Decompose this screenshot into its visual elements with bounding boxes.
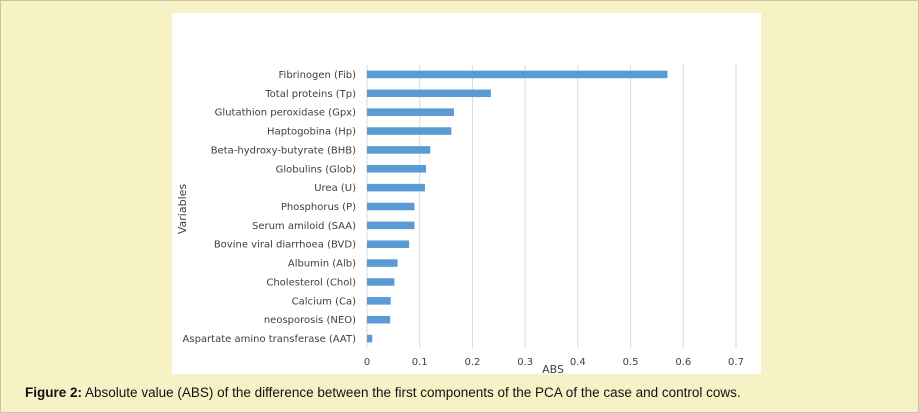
category-label: Bovine viral diarrhoea (BVD) <box>214 240 356 251</box>
bar <box>367 315 391 324</box>
bars <box>367 70 668 343</box>
figure-caption: Figure 2: Absolute value (ABS) of the di… <box>25 385 905 400</box>
x-tick-label: 0.7 <box>728 357 744 368</box>
category-label: Globulins (Glob) <box>276 164 357 175</box>
category-label: Total proteins (Tp) <box>264 89 356 100</box>
gridlines <box>366 65 737 348</box>
x-tick-label: 0.6 <box>675 357 691 368</box>
x-tick-label: 0.5 <box>623 357 639 368</box>
category-labels: Fibrinogen (Fib) Total proteins (Tp) Gluta… <box>183 70 357 345</box>
category-label: neosporosis (NEO) <box>264 315 356 326</box>
category-label: Beta-hydroxy-butyrate (BHB) <box>211 145 356 156</box>
x-tick-label: 0 <box>364 357 370 368</box>
bar <box>367 108 454 116</box>
bar <box>367 183 425 192</box>
category-label: Cholesterol (Chol) <box>266 277 356 288</box>
bar-chart: Fibrinogen (Fib) Total proteins (Tp) Gluta… <box>176 65 744 374</box>
bar <box>367 259 398 267</box>
bar <box>367 146 431 154</box>
category-label: Aspartate amino transferase (AAT) <box>183 334 357 345</box>
x-tick-label: 0.3 <box>517 357 533 368</box>
chart-area: Fibrinogen (Fib) Total proteins (Tp) Gluta… <box>172 13 761 374</box>
category-label: Glutathion peroxidase (Gpx) <box>215 108 356 119</box>
x-axis-label: ABS <box>542 363 564 374</box>
category-label: Albumin (Alb) <box>288 259 356 270</box>
x-tick-label: 0.1 <box>412 357 428 368</box>
category-label: Calcium (Ca) <box>292 296 356 307</box>
bar <box>367 334 373 343</box>
bar <box>367 164 427 173</box>
bar <box>367 297 391 305</box>
category-label: Haptogobina (Hp) <box>267 127 356 138</box>
tick-labels: 0 0.1 0.2 0.3 0.4 0.5 0.6 0.7 <box>364 357 744 368</box>
bar <box>367 278 395 286</box>
x-tick-label: 0.4 <box>570 357 586 368</box>
caption-label: Figure 2: <box>25 385 83 400</box>
bar <box>367 89 491 98</box>
bar <box>367 127 452 135</box>
category-label: Phosphorus (P) <box>281 202 356 213</box>
category-label: Serum amiloid (SAA) <box>252 221 356 232</box>
category-label: Urea (U) <box>314 183 356 194</box>
bar <box>367 70 668 79</box>
caption-text: Absolute value (ABS) of the difference b… <box>85 385 741 400</box>
bar <box>367 240 410 249</box>
bar <box>367 202 415 211</box>
category-label: Fibrinogen (Fib) <box>279 70 357 81</box>
bar <box>367 221 415 230</box>
y-axis-label: Variables <box>176 184 189 235</box>
x-tick-label: 0.2 <box>464 357 480 368</box>
